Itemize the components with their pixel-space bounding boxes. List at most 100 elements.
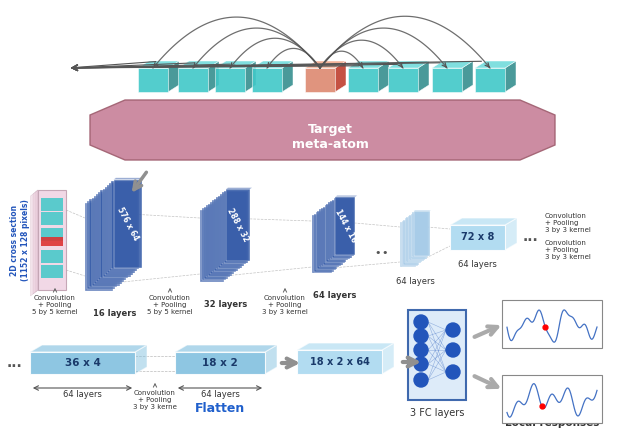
Polygon shape <box>418 61 429 92</box>
Polygon shape <box>282 61 293 92</box>
Polygon shape <box>332 200 352 258</box>
Polygon shape <box>215 61 256 68</box>
Text: Convolution
+ Pooling
5 by 5 kernel: Convolution + Pooling 5 by 5 kernel <box>147 295 193 315</box>
Polygon shape <box>31 190 38 296</box>
Polygon shape <box>475 61 516 68</box>
Circle shape <box>414 373 428 387</box>
Polygon shape <box>114 180 141 268</box>
Text: Convolution
+ Pooling
5 by 5 kernel: Convolution + Pooling 5 by 5 kernel <box>32 295 78 315</box>
Polygon shape <box>317 211 337 269</box>
Polygon shape <box>215 68 245 92</box>
Polygon shape <box>265 345 277 374</box>
Polygon shape <box>475 68 505 92</box>
Polygon shape <box>216 197 240 269</box>
Polygon shape <box>100 191 129 278</box>
Polygon shape <box>30 352 135 374</box>
Text: Convolution
+ Pooling
3 by 3 kernel: Convolution + Pooling 3 by 3 kernel <box>545 240 591 260</box>
Polygon shape <box>388 68 418 92</box>
Text: Convolution
+ Pooling
3 by 3 kernel: Convolution + Pooling 3 by 3 kernel <box>545 213 591 233</box>
Polygon shape <box>178 61 219 68</box>
Text: Local responses: Local responses <box>505 418 599 428</box>
Text: Flatten: Flatten <box>195 402 245 415</box>
Polygon shape <box>413 211 429 256</box>
Polygon shape <box>206 205 230 277</box>
Polygon shape <box>138 61 179 68</box>
Text: 18 x 2: 18 x 2 <box>202 358 238 368</box>
Text: 2D cross section
(1152 x 128 pixels): 2D cross section (1152 x 128 pixels) <box>10 199 29 281</box>
Text: 16 layers: 16 layers <box>93 309 136 318</box>
Polygon shape <box>330 201 350 259</box>
Polygon shape <box>333 198 354 256</box>
Polygon shape <box>226 187 252 189</box>
Polygon shape <box>138 68 168 92</box>
Text: 576 x 64: 576 x 64 <box>115 205 140 242</box>
Polygon shape <box>326 204 346 262</box>
Polygon shape <box>409 215 425 260</box>
Polygon shape <box>210 202 234 274</box>
Polygon shape <box>218 196 242 268</box>
Text: Convolution
+ Pooling
3 by 3 kerne: Convolution + Pooling 3 by 3 kerne <box>133 390 177 410</box>
Polygon shape <box>312 215 332 273</box>
Polygon shape <box>462 61 473 92</box>
Polygon shape <box>212 201 236 273</box>
Polygon shape <box>214 199 238 271</box>
Polygon shape <box>305 68 335 92</box>
Polygon shape <box>323 207 343 265</box>
Polygon shape <box>33 190 38 294</box>
Polygon shape <box>208 61 219 92</box>
Polygon shape <box>220 194 244 266</box>
Polygon shape <box>175 352 265 374</box>
Polygon shape <box>202 208 226 280</box>
Text: •: • <box>375 248 381 258</box>
Polygon shape <box>388 61 429 68</box>
Polygon shape <box>335 61 346 92</box>
Polygon shape <box>90 100 555 160</box>
Circle shape <box>446 323 460 337</box>
Polygon shape <box>135 345 147 374</box>
Text: 64 layers: 64 layers <box>63 390 102 399</box>
Polygon shape <box>41 228 63 241</box>
Polygon shape <box>38 190 66 290</box>
Text: ...: ... <box>522 230 538 244</box>
Polygon shape <box>403 220 419 265</box>
Polygon shape <box>98 192 126 280</box>
Polygon shape <box>226 189 250 261</box>
Polygon shape <box>252 68 282 92</box>
Polygon shape <box>92 197 120 286</box>
Polygon shape <box>382 343 394 374</box>
Circle shape <box>446 343 460 357</box>
Polygon shape <box>175 345 277 352</box>
Text: 18 x 2 x 64: 18 x 2 x 64 <box>310 357 369 367</box>
Polygon shape <box>400 222 416 267</box>
Polygon shape <box>314 214 334 272</box>
Text: 64 layers: 64 layers <box>396 277 435 286</box>
Polygon shape <box>41 250 63 263</box>
Text: Convolution
+ Pooling
3 by 3 kernel: Convolution + Pooling 3 by 3 kernel <box>262 295 308 315</box>
Polygon shape <box>502 375 602 423</box>
Polygon shape <box>413 210 431 211</box>
Polygon shape <box>224 191 248 263</box>
Polygon shape <box>404 218 420 263</box>
Polygon shape <box>85 203 113 291</box>
Polygon shape <box>111 181 140 270</box>
Text: 144 x 16: 144 x 16 <box>333 207 358 244</box>
Polygon shape <box>105 187 133 275</box>
Polygon shape <box>408 216 424 261</box>
Polygon shape <box>406 217 422 262</box>
Circle shape <box>414 315 428 329</box>
Polygon shape <box>41 265 63 278</box>
Polygon shape <box>297 343 394 350</box>
Polygon shape <box>502 300 602 348</box>
Circle shape <box>414 357 428 371</box>
Polygon shape <box>432 61 473 68</box>
Text: 3 FC layers: 3 FC layers <box>410 408 464 418</box>
Polygon shape <box>178 68 208 92</box>
Polygon shape <box>335 195 357 197</box>
Polygon shape <box>222 192 246 264</box>
Text: 36 x 4: 36 x 4 <box>65 358 100 368</box>
Polygon shape <box>87 201 115 289</box>
Polygon shape <box>432 68 462 92</box>
Text: 64 layers: 64 layers <box>200 390 239 399</box>
Polygon shape <box>30 345 147 352</box>
Circle shape <box>414 329 428 343</box>
